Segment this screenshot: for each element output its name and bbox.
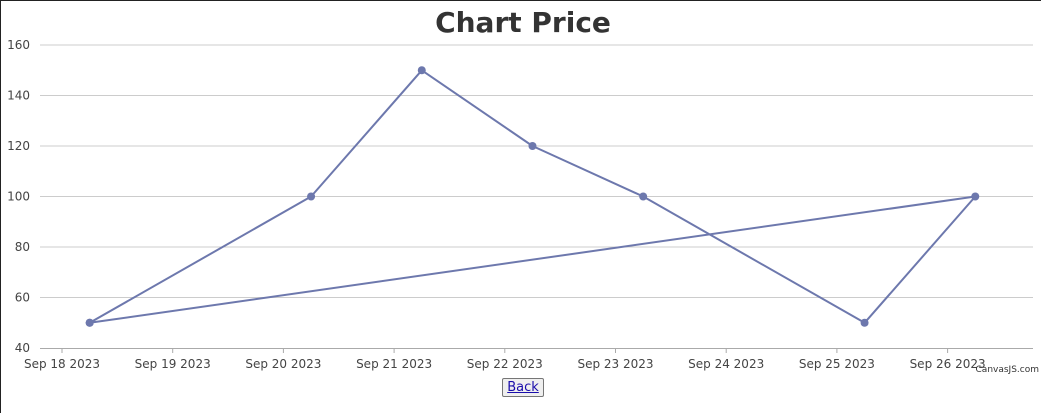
x-tick-label: Sep 25 2023	[799, 357, 875, 371]
x-tick-label: Sep 21 2023	[356, 357, 432, 371]
y-tick-label: 140	[7, 89, 30, 103]
y-tick-label: 60	[15, 291, 30, 305]
chart-title: Chart Price	[435, 6, 611, 39]
data-point	[417, 66, 426, 75]
y-tick-label: 100	[7, 190, 30, 204]
series-line	[89, 69, 977, 324]
x-tick-label: Sep 19 2023	[135, 357, 211, 371]
x-tick-label: Sep 26 2023	[910, 357, 986, 371]
x-axis-ticks: Sep 18 2023 Sep 19 2023 Sep 20 2023 Sep 21 …	[24, 348, 986, 371]
data-point	[307, 192, 316, 201]
y-tick-label: 160	[7, 38, 30, 52]
y-tick-label: 40	[15, 341, 30, 355]
data-point	[860, 318, 869, 327]
x-tick-label: Sep 24 2023	[688, 357, 764, 371]
data-point	[971, 192, 980, 201]
x-tick-label: Sep 18 2023	[24, 357, 100, 371]
grid-lines	[40, 44, 1033, 298]
data-point	[85, 318, 94, 327]
x-tick-label: Sep 20 2023	[245, 357, 321, 371]
x-tick-label: Sep 23 2023	[577, 357, 653, 371]
x-tick-label: Sep 22 2023	[467, 357, 543, 371]
y-tick-label: 80	[15, 240, 30, 254]
back-button[interactable]: Back	[502, 378, 544, 397]
y-axis-ticks: 40 60 80 100 120 140 160	[7, 38, 30, 355]
data-point	[639, 192, 648, 201]
canvasjs-credit: CanvasJS.com	[976, 365, 1039, 375]
y-tick-label: 120	[7, 139, 30, 153]
data-point	[528, 142, 537, 150]
series-price	[85, 66, 980, 327]
